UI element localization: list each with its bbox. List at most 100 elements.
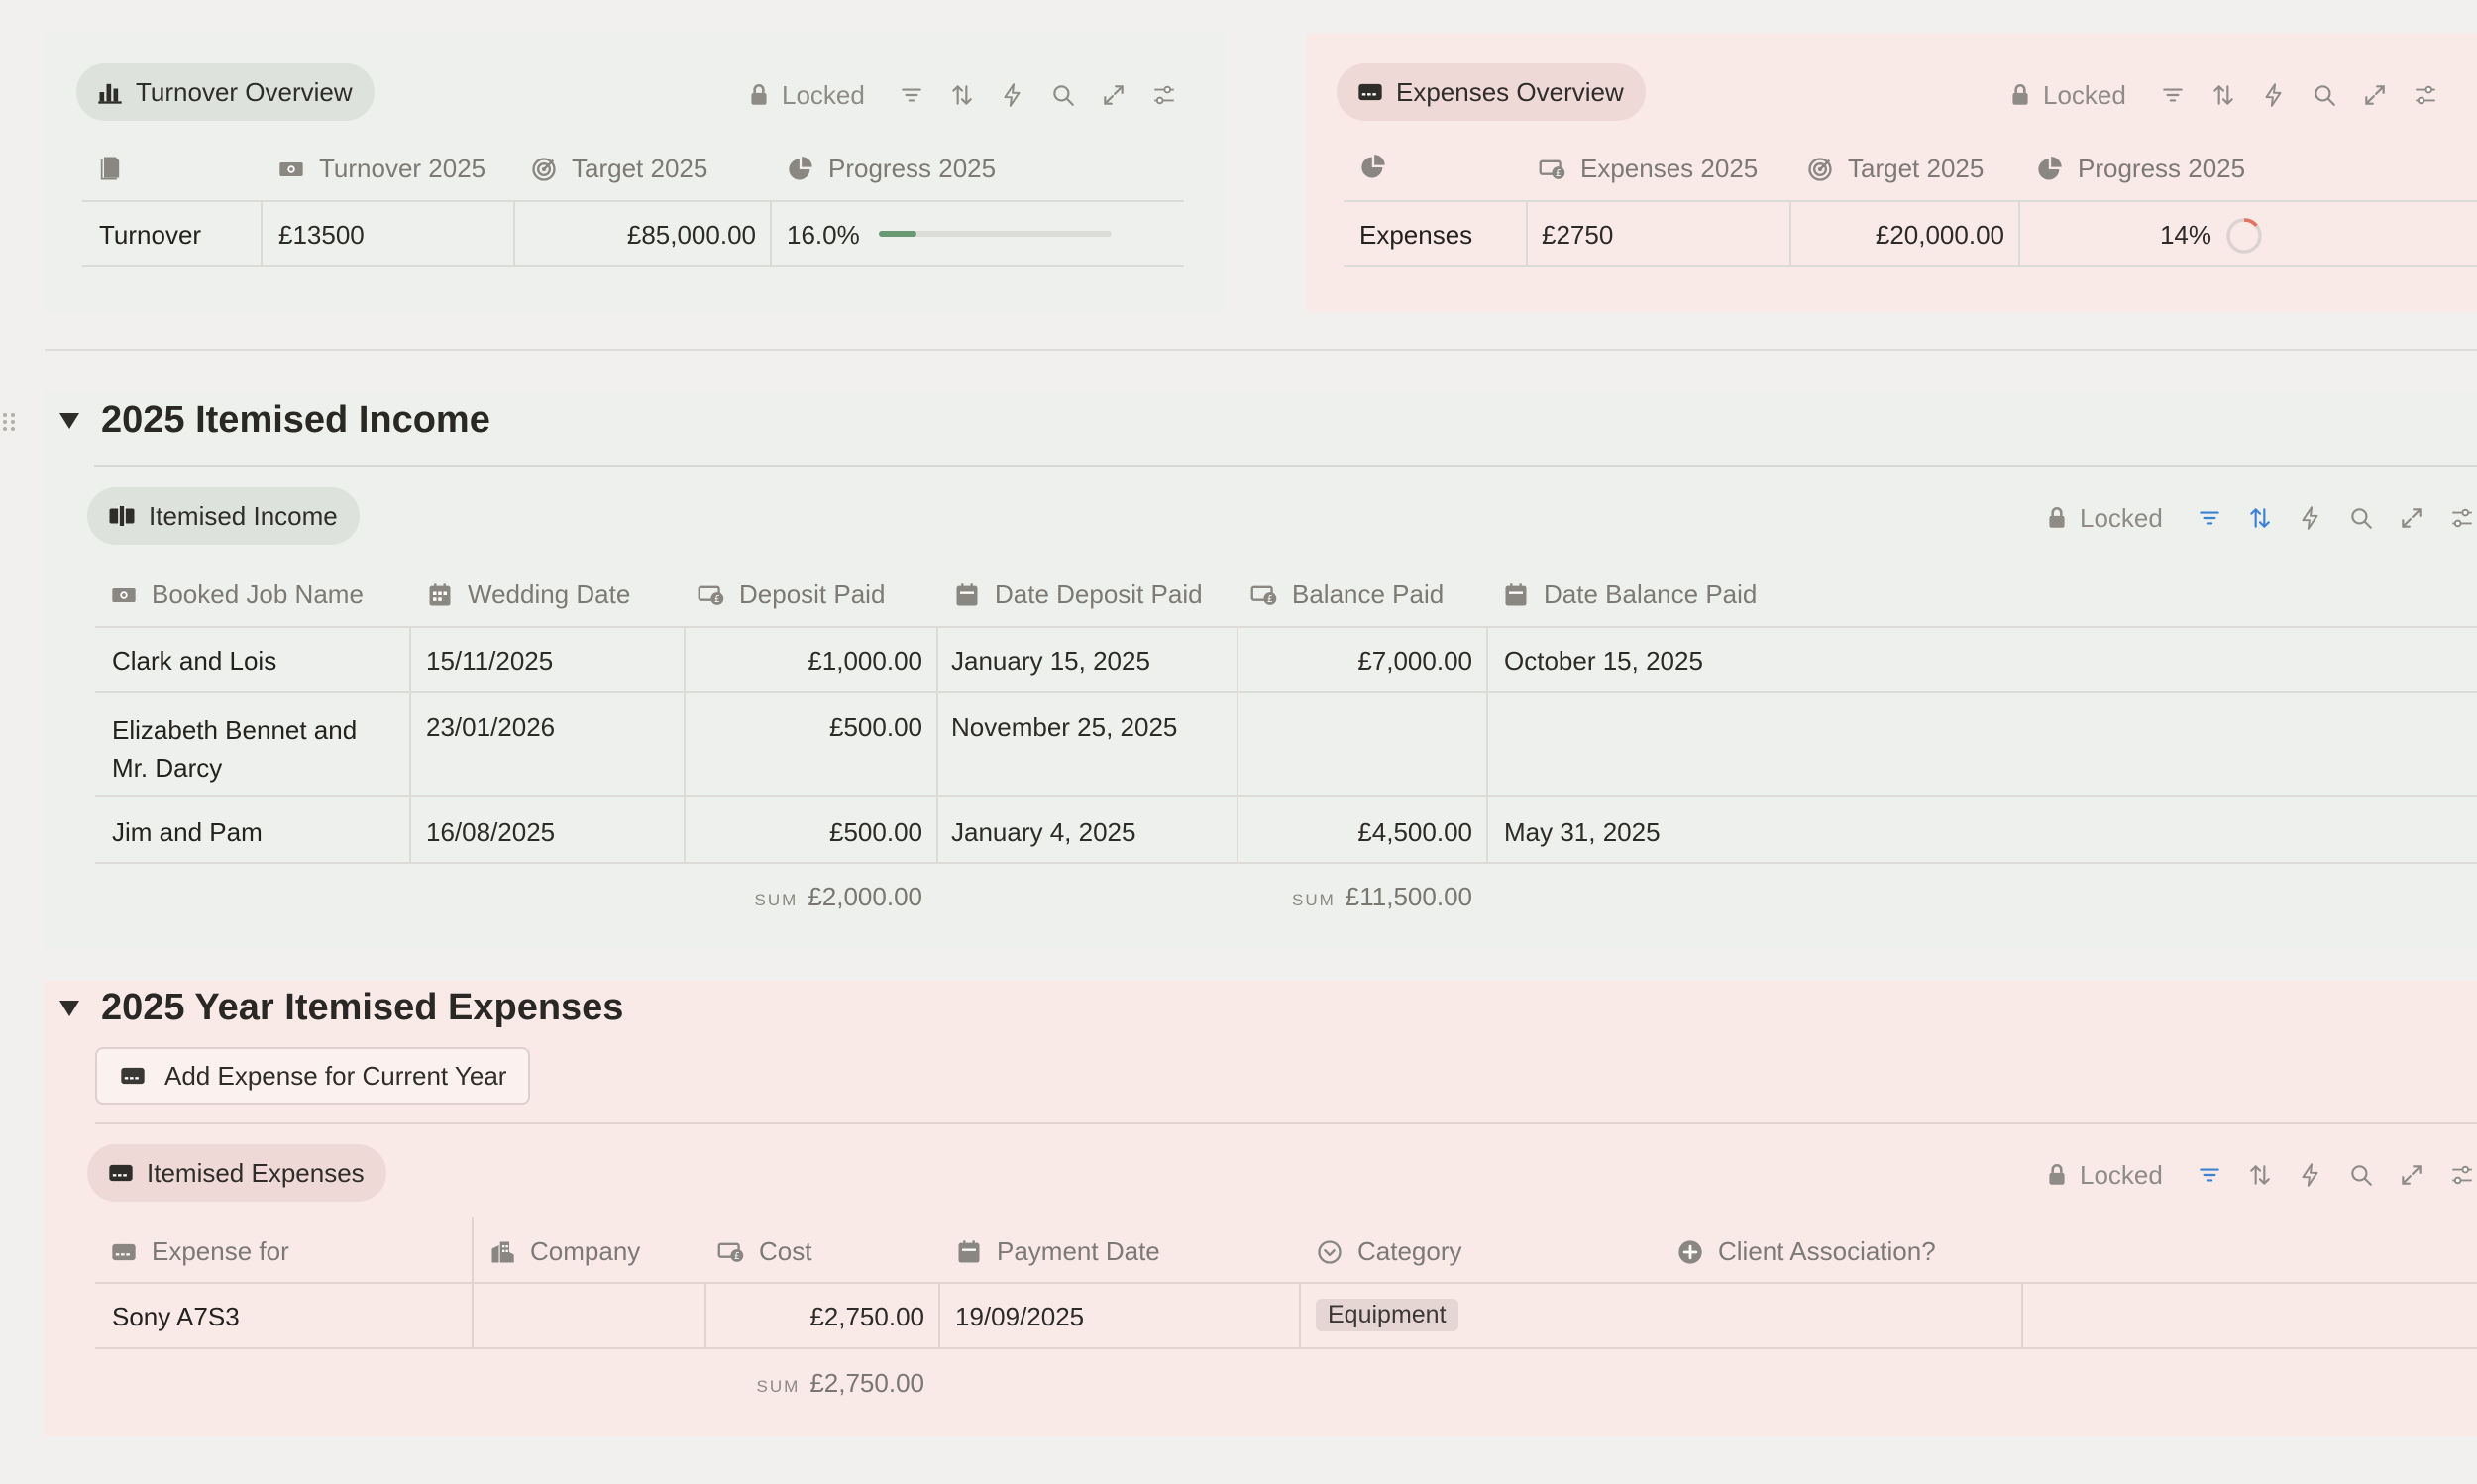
column-header-expenses[interactable]: Expenses 2025 <box>1539 154 1758 184</box>
automation-button[interactable] <box>2249 75 2300 115</box>
expense-for[interactable]: Sony A7S3 <box>112 1302 240 1331</box>
toggle-triangle-icon[interactable] <box>59 1000 79 1016</box>
turnover-overview-view-tab[interactable]: Turnover Overview <box>76 63 375 121</box>
search-icon <box>2348 505 2374 531</box>
income-deposit-paid[interactable]: £500.00 <box>829 817 922 847</box>
column-header-deposit-paid[interactable]: Deposit Paid <box>698 580 885 610</box>
drag-handle-icon[interactable] <box>0 404 21 440</box>
column-header-wedding-date[interactable]: Wedding Date <box>426 580 630 610</box>
expenses-value[interactable]: £2750 <box>1542 220 1614 250</box>
filter-button[interactable] <box>887 75 937 115</box>
column-header-date-deposit-paid[interactable]: Date Deposit Paid <box>953 580 1203 610</box>
add-expense-button[interactable]: Add Expense for Current Year <box>95 1047 531 1105</box>
itemised-income-view-tab[interactable]: Itemised Income <box>87 487 360 545</box>
income-wedding-date[interactable]: 23/01/2026 <box>426 712 556 742</box>
locked-indicator[interactable]: Locked <box>2044 503 2163 534</box>
view-settings-button[interactable] <box>2401 75 2451 115</box>
sort-icon <box>2210 82 2236 108</box>
cost-sum[interactable]: SUM £2,750.00 <box>706 1368 924 1399</box>
column-header-category[interactable]: Category <box>1316 1236 1462 1267</box>
locked-indicator[interactable]: Locked <box>746 80 865 111</box>
column-header-company[interactable]: Company <box>488 1236 640 1267</box>
income-date-deposit-paid[interactable]: January 15, 2025 <box>951 646 1150 676</box>
column-header-balance-paid[interactable]: Balance Paid <box>1250 580 1444 610</box>
expenses-target[interactable]: £20,000.00 <box>1875 220 2004 250</box>
column-header-booked-job-name[interactable]: Booked Job Name <box>110 580 364 610</box>
income-date-deposit-paid[interactable]: November 25, 2025 <box>951 712 1178 742</box>
column-header-label: Cost <box>759 1236 812 1266</box>
column-header-cost[interactable]: Cost <box>717 1236 811 1267</box>
expenses-toggle-heading[interactable]: 2025 Year Itemised Expenses <box>59 987 623 1029</box>
turnover-target[interactable]: £85,000.00 <box>626 220 756 250</box>
column-header-label: Expenses 2025 <box>1580 154 1759 183</box>
filter-icon <box>2160 82 2186 108</box>
row-divider <box>95 1347 2477 1349</box>
income-balance-paid[interactable]: £4,500.00 <box>1357 817 1472 847</box>
row-divider <box>1344 265 2477 267</box>
sort-button[interactable] <box>2235 498 2286 538</box>
column-header-progress[interactable]: Progress 2025 <box>787 154 996 184</box>
income-date-balance-paid[interactable]: October 15, 2025 <box>1504 646 1703 676</box>
income-job-name[interactable]: Clark and Lois <box>112 646 277 676</box>
search-button[interactable] <box>1038 75 1089 115</box>
column-header-date-balance-paid[interactable]: Date Balance Paid <box>1502 580 1757 610</box>
column-header-target[interactable]: Target 2025 <box>1806 154 1984 184</box>
turnover-value[interactable]: £13500 <box>278 220 365 250</box>
sum-value: £2,750.00 <box>809 1368 924 1398</box>
income-job-name[interactable]: Elizabeth Bennet and Mr. Darcy <box>112 711 357 787</box>
expense-cost[interactable]: £2,750.00 <box>809 1302 924 1331</box>
income-wedding-date[interactable]: 16/08/2025 <box>426 817 556 847</box>
column-header-name[interactable] <box>97 154 125 181</box>
filter-button[interactable] <box>2185 498 2235 538</box>
view-settings-button[interactable] <box>2437 1155 2477 1195</box>
sort-button[interactable] <box>937 75 988 115</box>
expenses-progress-label: 14% <box>2159 220 2211 250</box>
income-wedding-date[interactable]: 15/11/2025 <box>426 646 554 676</box>
locked-indicator[interactable]: Locked <box>2044 1160 2163 1191</box>
income-deposit-paid[interactable]: £1,000.00 <box>808 646 922 676</box>
automation-button[interactable] <box>2286 1155 2336 1195</box>
filter-button[interactable] <box>2185 1155 2235 1195</box>
column-header-turnover[interactable]: Turnover 2025 <box>277 154 485 184</box>
automation-button[interactable] <box>988 75 1038 115</box>
balance-sum[interactable]: SUM £11,500.00 <box>1238 882 1472 912</box>
sort-button[interactable] <box>2235 1155 2286 1195</box>
search-button[interactable] <box>2336 1155 2387 1195</box>
filter-button[interactable] <box>2148 75 2199 115</box>
turnover-row-name[interactable]: Turnover <box>99 220 202 250</box>
sort-button[interactable] <box>2199 75 2249 115</box>
column-header-name[interactable] <box>1359 154 1387 181</box>
column-header-expense-for[interactable]: Expense for <box>110 1236 289 1267</box>
column-header-progress[interactable]: Progress 2025 <box>2036 154 2245 184</box>
open-full-page-button[interactable] <box>1089 75 1139 115</box>
search-button[interactable] <box>2336 498 2387 538</box>
expenses-overview-view-tab[interactable]: Expenses Overview <box>1337 63 1646 121</box>
search-button[interactable] <box>2300 75 2350 115</box>
open-full-page-button[interactable] <box>2350 75 2401 115</box>
income-date-balance-paid[interactable]: May 31, 2025 <box>1504 817 1661 847</box>
income-balance-paid[interactable]: £7,000.00 <box>1357 646 1472 676</box>
income-toggle-heading[interactable]: 2025 Itemised Income <box>59 399 490 442</box>
automation-button[interactable] <box>2286 498 2336 538</box>
itemised-expenses-view-tab[interactable]: Itemised Expenses <box>87 1144 386 1202</box>
toggle-triangle-icon[interactable] <box>59 412 79 429</box>
open-full-page-button[interactable] <box>2387 1155 2437 1195</box>
view-settings-button[interactable] <box>1139 75 1190 115</box>
income-date-deposit-paid[interactable]: January 4, 2025 <box>951 817 1136 847</box>
locked-indicator[interactable]: Locked <box>2007 80 2126 111</box>
expenses-row-name[interactable]: Expenses <box>1359 220 1473 250</box>
expense-payment-date[interactable]: 19/09/2025 <box>955 1302 1085 1331</box>
deposit-sum[interactable]: SUM £2,000.00 <box>686 882 922 912</box>
column-header-payment-date[interactable]: Payment Date <box>955 1236 1160 1267</box>
income-job-name[interactable]: Jim and Pam <box>112 817 263 847</box>
income-deposit-paid[interactable]: £500.00 <box>829 712 922 742</box>
row-divider <box>82 200 1184 202</box>
category-tag[interactable]: Equipment <box>1316 1299 1458 1331</box>
column-header-target[interactable]: Target 2025 <box>530 154 707 184</box>
column-header-client-association[interactable]: Client Association? <box>1676 1236 1936 1267</box>
add-expense-label: Add Expense for Current Year <box>164 1060 507 1091</box>
view-settings-button[interactable] <box>2437 498 2477 538</box>
open-full-page-button[interactable] <box>2387 498 2437 538</box>
column-divider <box>2018 201 2020 266</box>
column-divider <box>770 201 772 266</box>
